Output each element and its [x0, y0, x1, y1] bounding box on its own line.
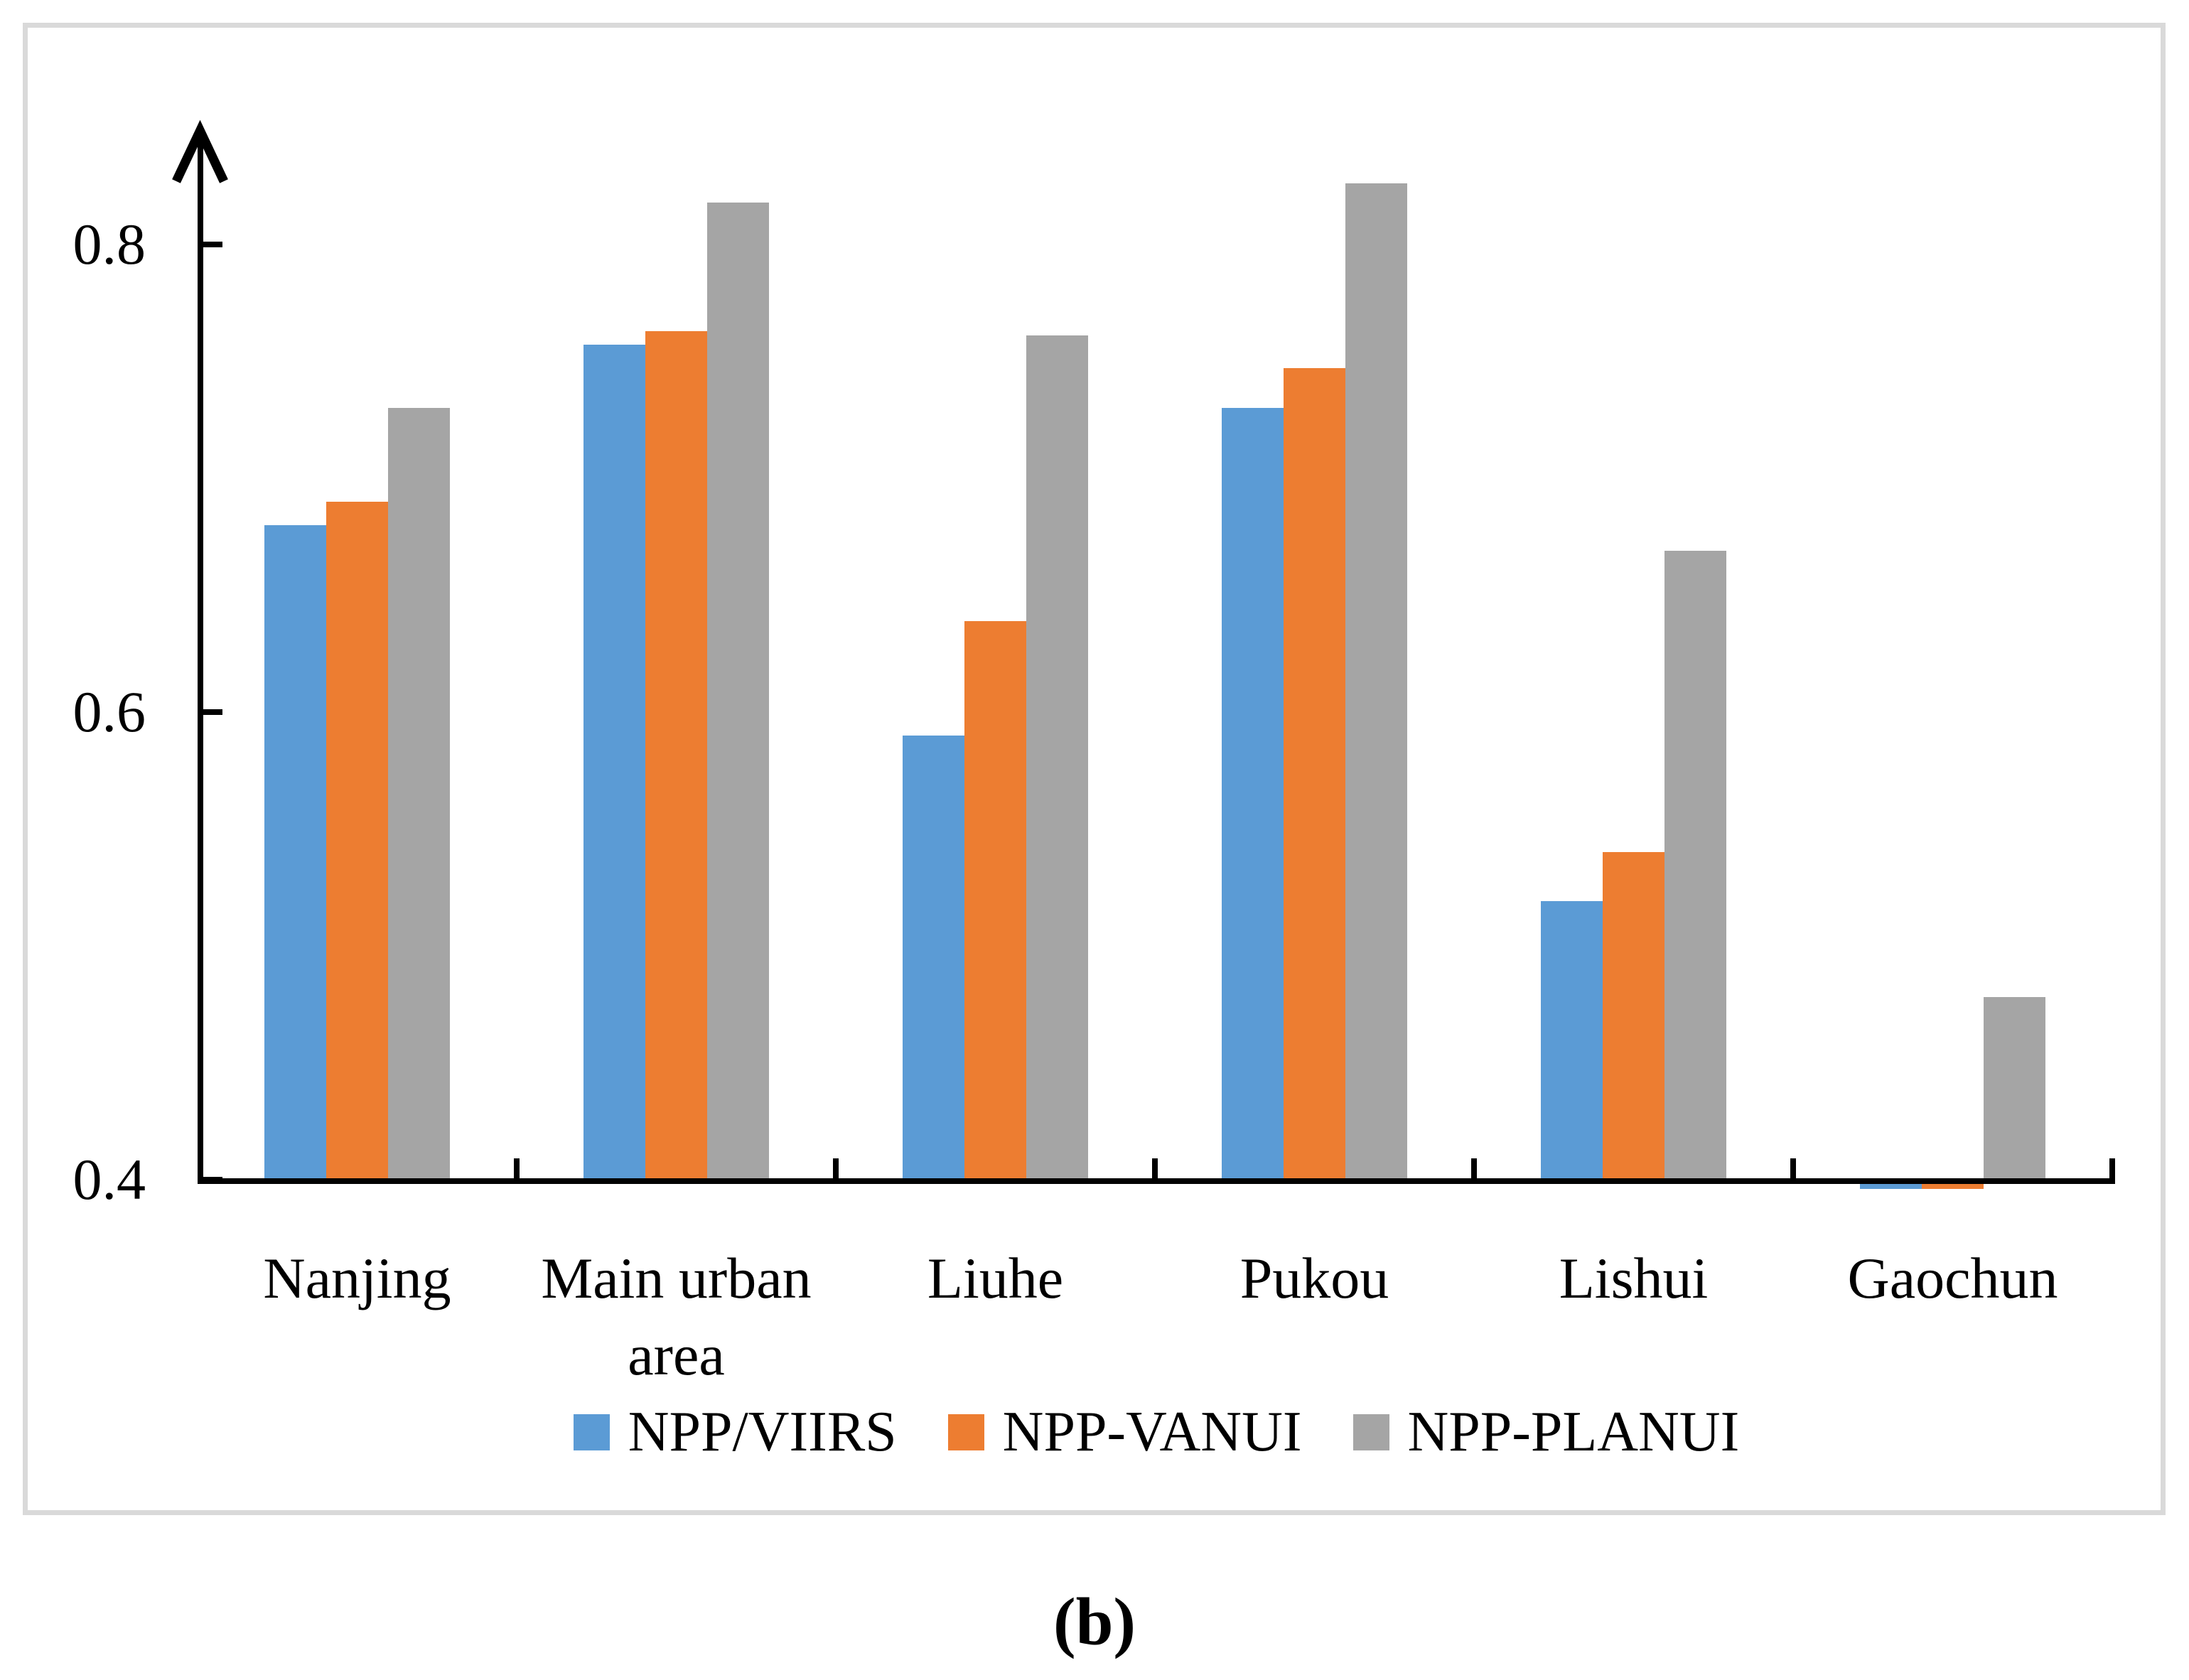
- legend-label: NPP/VIIRS: [628, 1401, 897, 1463]
- category-label: Pukou: [1239, 1246, 1389, 1310]
- figure-caption: (b): [1053, 1584, 1136, 1659]
- x-tick-mark: [2109, 1158, 2115, 1178]
- category-label: Gaochun: [1847, 1246, 2058, 1310]
- x-tick-mark: [1152, 1158, 1158, 1178]
- bar: [903, 735, 964, 1178]
- y-tick-label: 0.6: [72, 679, 146, 744]
- legend-item: NPP-VANUI: [947, 1401, 1302, 1463]
- category-label: Main urban area: [541, 1246, 812, 1388]
- y-tick-mark: [203, 709, 222, 715]
- bar: [388, 408, 450, 1178]
- legend-item: NPP-PLANUI: [1352, 1401, 1740, 1463]
- category-label: Lishui: [1559, 1246, 1709, 1310]
- x-axis-line: [198, 1178, 2115, 1184]
- bar: [1664, 550, 1726, 1178]
- bar: [1345, 183, 1407, 1178]
- y-axis-arrowhead: [172, 119, 228, 183]
- x-tick-mark: [1471, 1158, 1477, 1178]
- legend-item: NPP/VIIRS: [573, 1401, 897, 1463]
- bar: [583, 345, 645, 1178]
- y-axis-line: [198, 135, 203, 1184]
- bar: [326, 501, 388, 1178]
- bar: [1284, 368, 1345, 1178]
- legend-swatch-icon: [1352, 1414, 1389, 1450]
- x-tick-mark: [514, 1158, 520, 1178]
- bar: [1222, 408, 1284, 1178]
- bar: [645, 330, 707, 1178]
- bar: [1603, 852, 1664, 1178]
- legend: NPP/VIIRS NPP-VANUI NPP-PLANUI: [198, 1404, 2115, 1460]
- legend-label: NPP-VANUI: [1002, 1401, 1302, 1463]
- bar: [964, 620, 1026, 1178]
- legend-swatch-icon: [573, 1414, 610, 1450]
- y-tick-mark: [203, 1177, 222, 1183]
- y-tick-label: 0.4: [72, 1147, 146, 1212]
- y-tick-label: 0.8: [72, 212, 146, 276]
- x-tick-mark: [1790, 1158, 1796, 1178]
- y-tick-mark: [203, 242, 222, 247]
- bar: [264, 524, 326, 1178]
- bar: [1860, 1184, 1922, 1189]
- bar: [1541, 901, 1603, 1178]
- category-label: Nanjing: [263, 1246, 451, 1310]
- legend-label: NPP-PLANUI: [1407, 1401, 1740, 1463]
- bar: [707, 202, 769, 1178]
- x-tick-mark: [833, 1158, 839, 1178]
- bar: [1922, 1184, 1984, 1189]
- bar: [1984, 997, 2045, 1178]
- category-label: Liuhe: [927, 1246, 1064, 1310]
- legend-swatch-icon: [947, 1414, 984, 1450]
- bar: [1026, 335, 1088, 1178]
